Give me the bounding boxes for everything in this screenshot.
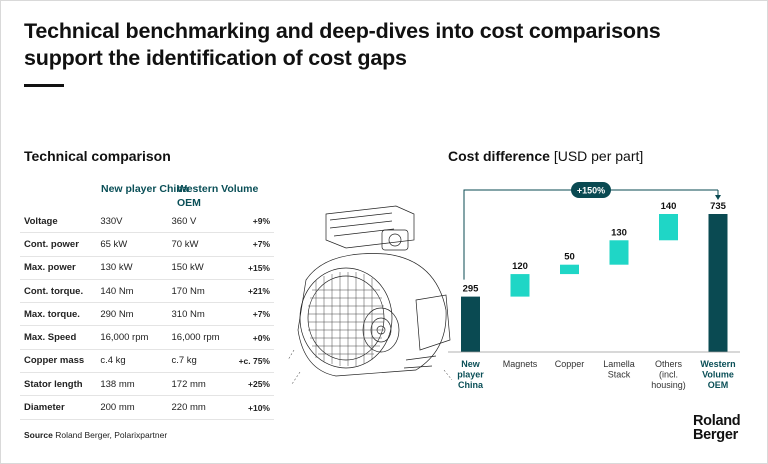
category-label-4-2: housing)	[651, 380, 686, 390]
bar-1	[510, 274, 530, 297]
row-value-western-oem: 220 mm	[167, 395, 235, 420]
col-header-western-oem: Western Volume OEM	[177, 183, 259, 209]
data-label-1: 120	[512, 261, 528, 272]
row-value-western-oem: 70 kW	[167, 232, 235, 257]
row-label: Max. Speed	[20, 325, 97, 350]
technical-comparison-title: Technical comparison	[24, 148, 171, 164]
bar-4	[659, 214, 678, 241]
category-label-2-0: Copper	[555, 359, 585, 369]
bar-0	[461, 296, 480, 352]
roland-berger-logo: Roland Berger	[693, 413, 741, 443]
row-value-western-oem: c.7 kg	[167, 349, 235, 374]
bar-3	[609, 240, 629, 265]
table-row: Max. torque. 290 Nm 310 Nm +7%	[20, 302, 274, 327]
growth-badge-label: +150%	[577, 186, 605, 196]
category-label-5-2: OEM	[708, 380, 729, 390]
category-label-3-0: Lamella	[603, 359, 635, 369]
category-label-1-0: Magnets	[503, 359, 538, 369]
row-value-new-player: 330V	[96, 210, 168, 234]
row-value-new-player: 138 mm	[96, 372, 168, 397]
logo-line-2: Berger	[693, 427, 738, 443]
row-label: Voltage	[20, 210, 97, 234]
row-label: Cont. torque.	[20, 279, 97, 304]
row-difference: +7%	[234, 302, 274, 327]
category-label-5-1: Volume	[702, 370, 734, 380]
row-value-western-oem: 16,000 rpm	[167, 325, 235, 350]
row-value-western-oem: 310 Nm	[167, 302, 235, 327]
row-value-western-oem: 150 kW	[167, 256, 235, 280]
growth-bracket	[463, 189, 718, 280]
row-value-western-oem: 172 mm	[167, 372, 235, 397]
row-value-new-player: 65 kW	[96, 232, 168, 257]
cost-unit-label: [USD per part]	[553, 148, 644, 164]
row-label: Max. power	[20, 256, 97, 280]
row-difference: +9%	[234, 210, 274, 234]
table-row: Max. Speed 16,000 rpm 16,000 rpm +0%	[20, 325, 274, 350]
row-value-new-player: 290 Nm	[96, 302, 168, 327]
row-difference: +10%	[234, 395, 274, 420]
table-row: Diameter 200 mm 220 mm +10%	[20, 395, 274, 420]
table-row: Stator length 138 mm 172 mm +25%	[20, 372, 274, 397]
page-title: Technical benchmarking and deep-dives in…	[24, 19, 661, 70]
bar-5	[708, 214, 728, 352]
table-row: Voltage 330V 360 V +9%	[20, 210, 274, 234]
row-label: Cont. power	[20, 232, 97, 257]
row-label: Diameter	[20, 395, 97, 420]
row-difference: +21%	[234, 279, 274, 304]
row-label: Max. torque.	[20, 302, 97, 327]
logo-line-1: Roland	[693, 413, 741, 429]
row-difference: +7%	[234, 232, 274, 257]
table-row: Cont. power 65 kW 70 kW +7%	[20, 232, 274, 257]
row-value-western-oem: 360 V	[167, 210, 235, 234]
cost-difference-title: Cost difference [USD per part]	[448, 148, 643, 164]
row-difference: +0%	[234, 325, 274, 350]
electric-motor-illustration	[287, 205, 453, 385]
category-label-0-2: China	[458, 380, 484, 390]
category-label-5-0: Western	[700, 359, 735, 369]
data-label-3: 130	[611, 227, 627, 238]
table-row: Max. power 130 kW 150 kW +15%	[20, 256, 274, 280]
source-note: Source Roland Berger, Polarixpartner	[24, 430, 167, 440]
title-underline	[24, 84, 64, 87]
source-text: Roland Berger, Polarixpartner	[55, 430, 168, 440]
category-label-0-0: New	[461, 359, 481, 369]
row-difference: +15%	[234, 256, 274, 280]
data-label-5: 735	[710, 201, 727, 212]
category-label-4-0: Others	[655, 359, 683, 369]
data-label-2: 50	[564, 252, 575, 263]
row-label: Copper mass	[20, 349, 97, 374]
data-label-4: 140	[661, 201, 677, 212]
growth-bracket-arrowhead	[715, 195, 721, 200]
table-row: Cont. torque. 140 Nm 170 Nm +21%	[20, 279, 274, 304]
row-difference: +c. 75%	[234, 349, 274, 374]
source-label: Source	[24, 430, 53, 440]
row-value-new-player: 200 mm	[96, 395, 168, 420]
category-label-0-1: player	[457, 370, 484, 380]
row-label: Stator length	[20, 372, 97, 397]
category-label-3-1: Stack	[608, 370, 631, 380]
row-value-new-player: 130 kW	[96, 256, 168, 280]
table-row: Copper mass c.4 kg c.7 kg +c. 75%	[20, 349, 274, 374]
technical-table: Voltage 330V 360 V +9% Cont. power 65 kW 70 kW…	[20, 210, 274, 420]
row-value-new-player: 140 Nm	[96, 279, 168, 304]
growth-badge	[571, 182, 611, 198]
row-value-western-oem: 170 Nm	[167, 279, 235, 304]
cost-difference-title-text: Cost difference	[448, 148, 550, 164]
category-label-4-1: (incl.	[659, 370, 678, 380]
bar-2	[560, 264, 579, 275]
col-header-new-player: New player China	[101, 183, 189, 195]
row-value-new-player: c.4 kg	[96, 349, 168, 374]
data-label-0: 295	[463, 284, 480, 295]
row-value-new-player: 16,000 rpm	[96, 325, 168, 350]
row-difference: +25%	[234, 372, 274, 397]
